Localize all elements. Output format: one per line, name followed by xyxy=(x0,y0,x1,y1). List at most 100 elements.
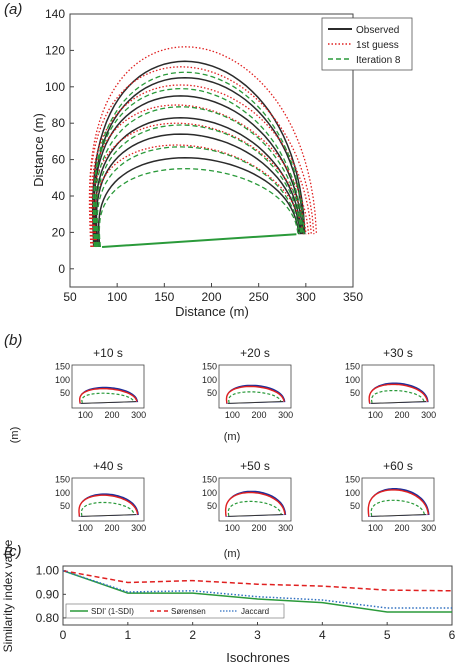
panel-a: (a) 50 100 150 200 250 300 350 0 20 40 60 80 100 120 1… xyxy=(4,1,413,319)
base-line xyxy=(81,401,137,404)
previous-front xyxy=(371,389,425,403)
panel-a-legend: Observed 1st guess Iteration 8 xyxy=(321,17,413,71)
x-tick-label: 2 xyxy=(189,628,196,642)
y-tick-label: 0.80 xyxy=(36,611,60,625)
small-x-tick: 300 xyxy=(421,410,436,420)
y-tick-label: 1.00 xyxy=(36,564,60,578)
x-tick-label: 50 xyxy=(63,290,77,304)
small-panel-frame xyxy=(361,477,435,522)
simulated-front xyxy=(225,385,285,404)
small-x-tick: 200 xyxy=(251,523,266,533)
contour-iteration-8 xyxy=(93,87,304,248)
small-y-tick: 50 xyxy=(207,388,217,398)
y-tick-label: 140 xyxy=(45,7,65,21)
small-panel-frame xyxy=(71,364,145,409)
small-panel: +20 s 50 100 150 100 200 300 xyxy=(202,346,293,420)
contour-iteration-8 xyxy=(98,168,299,248)
x-tick-label: 150 xyxy=(154,290,174,304)
x-tick-label: 1 xyxy=(124,628,131,642)
small-panel: +50 s 50 100 150 100 200 300 xyxy=(202,459,293,533)
panel-a-label: (a) xyxy=(4,1,22,18)
panel-c: (c) 0 1 2 3 4 5 6 0.80 0.90 1.00 Isochrones Simil… xyxy=(1,539,456,665)
small-x-tick: 300 xyxy=(131,410,146,420)
panel-c-ylabel: Similarity index value xyxy=(1,539,15,652)
small-panel: +30 s 50 100 150 100 200 300 xyxy=(345,346,436,420)
x-tick-label: 6 xyxy=(449,628,456,642)
small-x-tick: 200 xyxy=(394,523,409,533)
small-y-tick: 150 xyxy=(202,361,217,371)
series-line xyxy=(62,569,452,613)
small-panel-frame xyxy=(361,364,435,409)
small-y-tick: 150 xyxy=(55,361,70,371)
panel-b-ylabel: (m) xyxy=(9,427,21,444)
base-line xyxy=(81,514,137,517)
contour-observed xyxy=(93,95,304,248)
previous-front xyxy=(228,391,282,404)
panel-c-legend: SDI' (1-SDI) Sørensen Jaccard xyxy=(65,603,285,619)
contour-iteration-8 xyxy=(95,124,302,248)
x-tick-label: 350 xyxy=(343,290,363,304)
contour-iteration-8 xyxy=(92,71,305,248)
panel-c-xlabel: Isochrones xyxy=(226,650,290,665)
panel-c-ylabel-line: Similarity index value xyxy=(1,539,15,652)
small-x-tick: 100 xyxy=(78,410,93,420)
small-y-tick: 100 xyxy=(202,375,217,385)
small-x-tick: 200 xyxy=(104,410,119,420)
small-y-tick: 100 xyxy=(202,488,217,498)
small-y-tick: 100 xyxy=(345,375,360,385)
small-x-tick: 300 xyxy=(278,523,293,533)
x-tick-label: 5 xyxy=(384,628,391,642)
contour-1st-guess xyxy=(88,46,318,248)
y-tick-label: 80 xyxy=(52,116,66,130)
contour-observed xyxy=(91,60,306,248)
panel-b-xlabel-top: (m) xyxy=(224,431,241,443)
x-tick-label: 3 xyxy=(254,628,261,642)
simulated-front xyxy=(368,383,429,404)
contour-1st-guess xyxy=(89,66,315,248)
small-x-tick: 100 xyxy=(78,523,93,533)
small-x-tick: 100 xyxy=(225,410,240,420)
legend-iteration: Iteration 8 xyxy=(356,55,401,66)
small-y-tick: 50 xyxy=(60,501,70,511)
contour-observed xyxy=(92,76,305,248)
small-x-tick: 200 xyxy=(394,410,409,420)
y-tick-label: 120 xyxy=(45,43,65,57)
legend-box xyxy=(321,17,413,71)
small-x-tick: 200 xyxy=(251,410,266,420)
small-panel: +40 s 50 100 150 100 200 300 xyxy=(55,459,146,533)
small-y-tick: 50 xyxy=(60,388,70,398)
simulated-front xyxy=(78,387,138,404)
simulated-front xyxy=(224,491,286,517)
panel-b-label: (b) xyxy=(4,332,22,349)
small-panel-title: +30 s xyxy=(383,346,413,360)
x-tick-label: 300 xyxy=(296,290,316,304)
x-tick-label: 0 xyxy=(60,628,67,642)
small-x-tick: 300 xyxy=(131,523,146,533)
x-tick-label: 250 xyxy=(249,290,269,304)
small-panel: +10 s 50 100 150 100 200 300 xyxy=(55,346,146,420)
small-panel-title: +20 s xyxy=(240,346,270,360)
legend-box-c xyxy=(65,603,285,619)
previous-front xyxy=(370,499,425,516)
contour-iteration-8 xyxy=(96,146,301,248)
small-y-tick: 150 xyxy=(202,474,217,484)
small-y-tick: 100 xyxy=(55,488,70,498)
small-panel-title: +60 s xyxy=(383,459,413,473)
small-panel-title: +50 s xyxy=(240,459,270,473)
legend-jaccard: Jaccard xyxy=(241,607,269,616)
panel-b-xlabel-bottom: (m) xyxy=(224,548,241,560)
small-x-tick: 100 xyxy=(368,410,383,420)
y-tick-label: 60 xyxy=(52,153,66,167)
previous-front xyxy=(80,501,135,517)
series-line xyxy=(62,569,453,592)
small-y-tick: 150 xyxy=(345,474,360,484)
y-tick-label: 40 xyxy=(52,189,66,203)
small-y-tick: 150 xyxy=(55,474,70,484)
legend-sdi: SDI' (1-SDI) xyxy=(91,607,134,616)
contour-observed xyxy=(95,133,301,248)
y-tick-label: 100 xyxy=(45,80,65,94)
base-line xyxy=(228,514,284,517)
contour-observed xyxy=(94,116,303,248)
small-y-tick: 100 xyxy=(55,375,70,385)
